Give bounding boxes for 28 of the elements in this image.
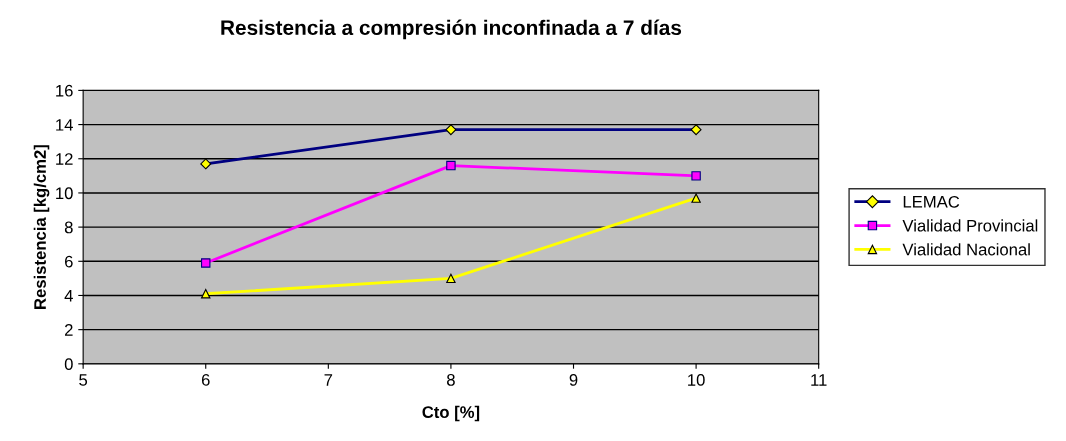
point [201,289,211,299]
x-tick-label: 7 [324,374,333,386]
x-tick-label: 6 [201,373,210,386]
point [201,258,211,268]
x-tick-label: 9 [569,373,578,386]
y-tick-label: 4 [64,290,73,302]
y-tick-label: 12 [56,153,73,165]
x-tick-label: 10 [688,373,705,386]
y-tick-label: 2 [65,324,73,336]
legend-label: Vialidad Provincial [902,219,1038,232]
point [446,273,456,284]
y-tick-label: 6 [65,255,73,268]
y-tick-label: 8 [64,221,73,234]
x-tick-label: 8 [447,373,455,386]
x-axis-title: Cto [%] [422,405,480,422]
legend-label: Vialidad Nacional [902,243,1030,256]
y-tick-label: 0 [64,358,73,371]
point [691,171,701,181]
y-tick-label: 16 [56,84,73,97]
chart-title: Resistencia a compresión inconfinada a 7 días [221,19,682,40]
point [691,193,701,203]
legend-label: LEMAC [903,195,960,208]
point [446,160,456,171]
y-tick-label: 10 [56,187,73,200]
y-tick-label: 14 [56,119,73,131]
x-tick-label: 5 [79,374,88,386]
y-axis-title: Resistencia [kg/cm2] [33,145,50,309]
x-tick-label: 11 [811,374,827,386]
